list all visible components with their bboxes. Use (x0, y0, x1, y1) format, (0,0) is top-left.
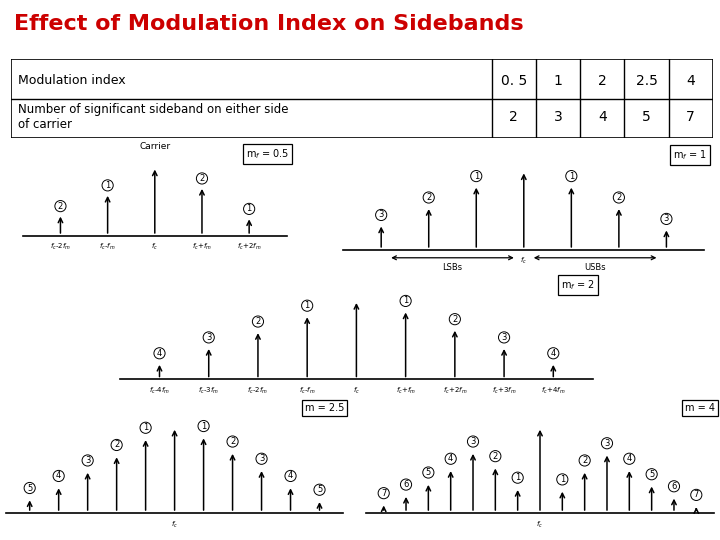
Text: 3: 3 (664, 214, 669, 224)
Text: $f_c$+3$f_m$: $f_c$+3$f_m$ (492, 386, 516, 396)
Text: 1: 1 (474, 172, 479, 180)
Text: 1: 1 (554, 73, 562, 87)
Text: 1: 1 (143, 423, 148, 432)
Text: 1: 1 (305, 301, 310, 310)
Text: Carrier: Carrier (139, 143, 171, 151)
Text: 7: 7 (686, 110, 695, 124)
Text: 4: 4 (626, 454, 632, 463)
Text: 1: 1 (559, 475, 565, 484)
Text: $f_c$-3$f_m$: $f_c$-3$f_m$ (198, 386, 220, 396)
Text: 6: 6 (403, 480, 409, 489)
Text: 4: 4 (157, 349, 162, 358)
Text: 1: 1 (201, 422, 206, 430)
Text: m = 2.5: m = 2.5 (305, 403, 344, 413)
Text: $f_c$+4$f_m$: $f_c$+4$f_m$ (541, 386, 566, 396)
Text: $f_c$+$f_m$: $f_c$+$f_m$ (192, 241, 212, 252)
Text: m$_f$ = 1: m$_f$ = 1 (673, 148, 707, 162)
Text: 7: 7 (693, 490, 699, 500)
Text: 2: 2 (492, 451, 498, 461)
Text: 0. 5: 0. 5 (500, 73, 527, 87)
Text: $f_c$: $f_c$ (151, 241, 158, 252)
Text: $f_c$+2$f_m$: $f_c$+2$f_m$ (443, 386, 467, 396)
Text: 2: 2 (256, 317, 261, 326)
Text: 1: 1 (105, 181, 110, 190)
Text: 2: 2 (426, 193, 431, 202)
Text: 4: 4 (686, 73, 695, 87)
Text: USBs: USBs (585, 262, 606, 272)
Text: 5: 5 (317, 485, 322, 494)
Text: 3: 3 (259, 454, 264, 463)
Text: 1: 1 (246, 205, 252, 213)
Text: 1: 1 (403, 296, 408, 306)
Text: 2: 2 (510, 110, 518, 124)
Text: $f_c$+2$f_m$: $f_c$+2$f_m$ (237, 241, 261, 252)
Text: 4: 4 (551, 349, 556, 358)
Text: 4: 4 (598, 110, 607, 124)
Text: 2: 2 (582, 456, 588, 465)
Text: $f_c$-$f_m$: $f_c$-$f_m$ (99, 241, 116, 252)
Text: Effect of Modulation Index on Sidebands: Effect of Modulation Index on Sidebands (14, 14, 524, 33)
Text: 2: 2 (199, 174, 204, 183)
Text: $f_c$+$f_m$: $f_c$+$f_m$ (395, 386, 415, 396)
Text: 2: 2 (452, 315, 457, 323)
Text: $f_c$: $f_c$ (353, 386, 360, 396)
Text: $f_c$: $f_c$ (521, 256, 527, 266)
Text: 5: 5 (27, 483, 32, 492)
Text: 4: 4 (448, 454, 454, 463)
Text: 3: 3 (206, 333, 212, 342)
Text: 3: 3 (85, 456, 90, 465)
Text: Number of significant sideband on either side
of carrier: Number of significant sideband on either… (18, 103, 288, 131)
Text: $f_c$-$f_m$: $f_c$-$f_m$ (299, 386, 315, 396)
Text: 2: 2 (616, 193, 621, 202)
Text: 3: 3 (604, 439, 610, 448)
Text: 2: 2 (58, 201, 63, 211)
Text: 3: 3 (379, 211, 384, 219)
Text: m = 4: m = 4 (685, 403, 715, 413)
Text: $f_c$: $f_c$ (536, 520, 544, 530)
Text: 4: 4 (288, 471, 293, 481)
Text: 1: 1 (515, 473, 521, 482)
Text: 3: 3 (470, 437, 476, 446)
Text: 4: 4 (56, 471, 61, 481)
Text: Modulation index: Modulation index (18, 74, 125, 87)
Text: 5: 5 (642, 110, 651, 124)
Text: 6: 6 (671, 482, 677, 491)
Text: 3: 3 (501, 333, 507, 342)
Text: 2: 2 (598, 73, 607, 87)
Text: 3: 3 (554, 110, 562, 124)
Text: $f_c$-2$f_m$: $f_c$-2$f_m$ (50, 241, 71, 252)
Text: m$_f$ = 2: m$_f$ = 2 (562, 278, 595, 292)
Text: 7: 7 (381, 489, 387, 498)
Text: 2.5: 2.5 (636, 73, 657, 87)
Text: LSBs: LSBs (442, 262, 462, 272)
Text: 2: 2 (114, 441, 120, 449)
Text: 5: 5 (649, 470, 654, 479)
Text: m$_f$ = 0.5: m$_f$ = 0.5 (246, 147, 289, 161)
Text: 1: 1 (569, 172, 574, 180)
Text: $f_c$-2$f_m$: $f_c$-2$f_m$ (248, 386, 269, 396)
Text: $f_c$: $f_c$ (171, 520, 178, 530)
Text: 2: 2 (230, 437, 235, 446)
Text: 5: 5 (426, 468, 431, 477)
Text: $f_c$-4$f_m$: $f_c$-4$f_m$ (149, 386, 170, 396)
